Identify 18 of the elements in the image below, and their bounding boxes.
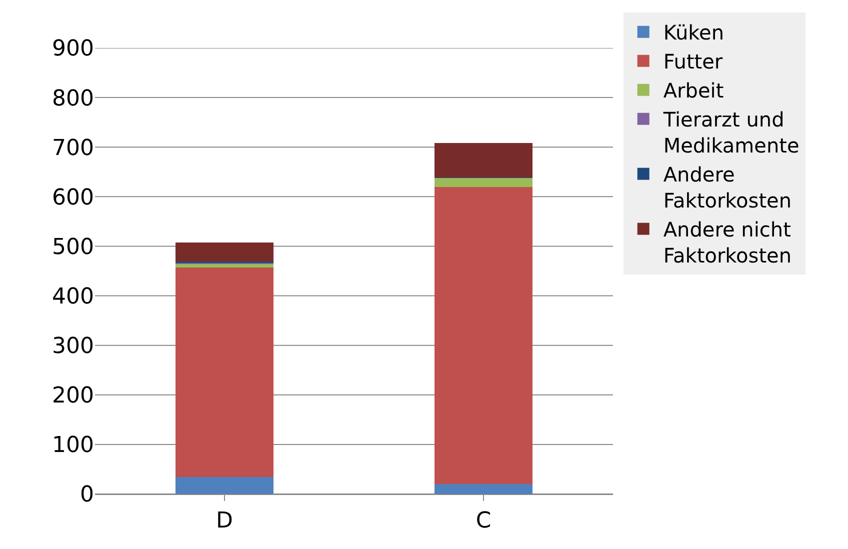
legend-label: Arbeit (663, 78, 724, 103)
y-tick-label: 200 (52, 384, 94, 409)
y-tick-label: 800 (52, 86, 94, 112)
y-tick-label: 0 (80, 482, 94, 508)
y-tick-label: 300 (52, 334, 94, 360)
legend-label: Andere Faktorkosten (663, 162, 792, 213)
legend-label: Andere nicht Faktorkosten (663, 218, 792, 268)
y-tick-label: 700 (52, 136, 94, 161)
legend-label: Tierarzt und Medikamente (662, 108, 800, 158)
y-tick-label: 600 (52, 185, 94, 210)
y-tick-label: 500 (52, 234, 94, 260)
legend-label: Küken (663, 20, 724, 45)
y-tick-label: 900 (52, 36, 94, 62)
x-tick-label: C (476, 508, 492, 534)
legend-label: Futter (663, 50, 724, 74)
x-tick-label: D (216, 508, 233, 534)
y-tick-label: 400 (52, 284, 94, 310)
y-tick-label: 100 (52, 433, 94, 458)
